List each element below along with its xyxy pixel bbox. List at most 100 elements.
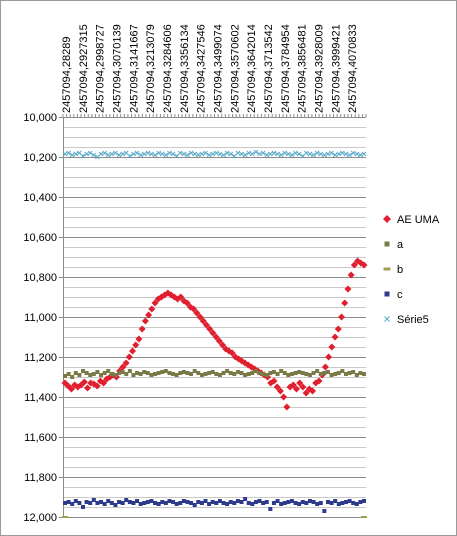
point-c: [351, 501, 356, 505]
point-a: [253, 369, 258, 373]
point-c: [199, 501, 204, 505]
point-serie5: [109, 151, 115, 157]
point-a: [171, 372, 176, 376]
point-c: [257, 499, 262, 503]
point-serie5: [134, 150, 140, 156]
x-tick-label: 2457094,3928009: [314, 24, 326, 113]
x-tick-label: 2457094,3499074: [213, 24, 225, 113]
point-serie5: [228, 151, 234, 157]
legend-marker-b: [383, 267, 391, 271]
point-serie5: [224, 150, 230, 156]
point-c: [171, 500, 176, 504]
point-serie5: [260, 150, 266, 156]
point-serie5: [213, 150, 219, 156]
x-tick-label: 2457094,3141667: [128, 24, 140, 113]
point-a: [149, 373, 154, 377]
point-serie5: [246, 150, 252, 156]
point-a: [347, 371, 352, 375]
point-c: [250, 502, 255, 506]
point-serie5: [217, 151, 223, 157]
point-c: [264, 500, 269, 504]
point-c: [131, 501, 136, 505]
point-ae-uma: [138, 325, 146, 333]
point-ae-uma: [93, 382, 101, 390]
point-ae-uma: [302, 389, 310, 397]
point-ae-uma: [360, 261, 368, 269]
point-c: [88, 501, 93, 505]
x-tick-label: 2457094,2927315: [78, 24, 90, 113]
point-serie5: [145, 150, 151, 156]
point-c: [275, 499, 280, 503]
point-a: [235, 370, 240, 374]
point-ae-uma: [341, 299, 349, 307]
point-serie5: [113, 150, 118, 156]
point-ae-uma: [331, 333, 339, 341]
point-c: [77, 501, 82, 505]
point-serie5: [271, 150, 277, 156]
point-a: [63, 374, 67, 378]
point-a: [210, 370, 215, 374]
x-tick-label: 2457094,3713542: [263, 24, 275, 113]
point-c: [268, 507, 273, 511]
legend-label: a: [397, 239, 404, 251]
point-a: [329, 373, 334, 377]
point-a: [333, 372, 338, 376]
point-a: [196, 371, 201, 375]
point-a: [145, 371, 150, 375]
point-c: [207, 502, 212, 506]
point-a: [362, 372, 366, 376]
x-tick-label: 2457094,3856481: [297, 24, 309, 113]
point-a: [178, 371, 183, 375]
point-a: [315, 369, 320, 373]
point-ae-uma: [199, 317, 207, 325]
point-a: [318, 372, 323, 376]
point-serie5: [318, 151, 324, 157]
point-serie5: [354, 151, 360, 157]
point-a: [127, 369, 132, 373]
point-serie5: [177, 150, 183, 156]
point-c: [174, 502, 179, 506]
point-c: [286, 500, 291, 504]
point-a: [66, 372, 71, 376]
point-ae-uma: [119, 363, 127, 371]
point-serie5: [188, 150, 194, 156]
point-a: [70, 375, 75, 379]
point-serie5: [138, 152, 144, 158]
point-a: [228, 371, 233, 375]
point-a: [243, 373, 248, 377]
point-a: [181, 370, 186, 374]
point-serie5: [163, 152, 169, 158]
point-serie5: [105, 152, 111, 158]
point-serie5: [152, 152, 158, 158]
point-serie5: [159, 151, 165, 157]
point-c: [239, 500, 244, 504]
x-tick-label: 2457094,28289: [61, 37, 73, 113]
point-a: [343, 372, 348, 376]
point-a: [88, 373, 93, 377]
point-serie5: [242, 152, 248, 158]
point-a: [135, 371, 140, 375]
point-ae-uma: [100, 379, 108, 387]
point-a: [174, 373, 179, 377]
point-c: [293, 501, 298, 505]
point-serie5: [358, 152, 363, 158]
x-tick-label: 2457094,3070139: [112, 24, 124, 113]
point-ae-uma: [325, 353, 333, 361]
point-ae-uma: [148, 305, 156, 313]
point-ae-uma: [273, 383, 281, 391]
point-a: [289, 372, 294, 376]
point-c: [253, 500, 258, 504]
point-ae-uma: [296, 379, 304, 387]
x-tick-label: 2457094,3999421: [330, 24, 342, 113]
point-serie5: [91, 152, 97, 158]
point-a: [106, 369, 111, 373]
point-a: [160, 370, 165, 374]
point-serie5: [116, 152, 122, 158]
point-a: [340, 369, 345, 373]
legend-marker-serie5: [384, 316, 390, 322]
point-serie5: [69, 152, 75, 158]
point-serie5: [322, 152, 327, 158]
point-ae-uma: [209, 329, 217, 337]
point-c: [163, 501, 168, 505]
point-a: [84, 371, 89, 375]
